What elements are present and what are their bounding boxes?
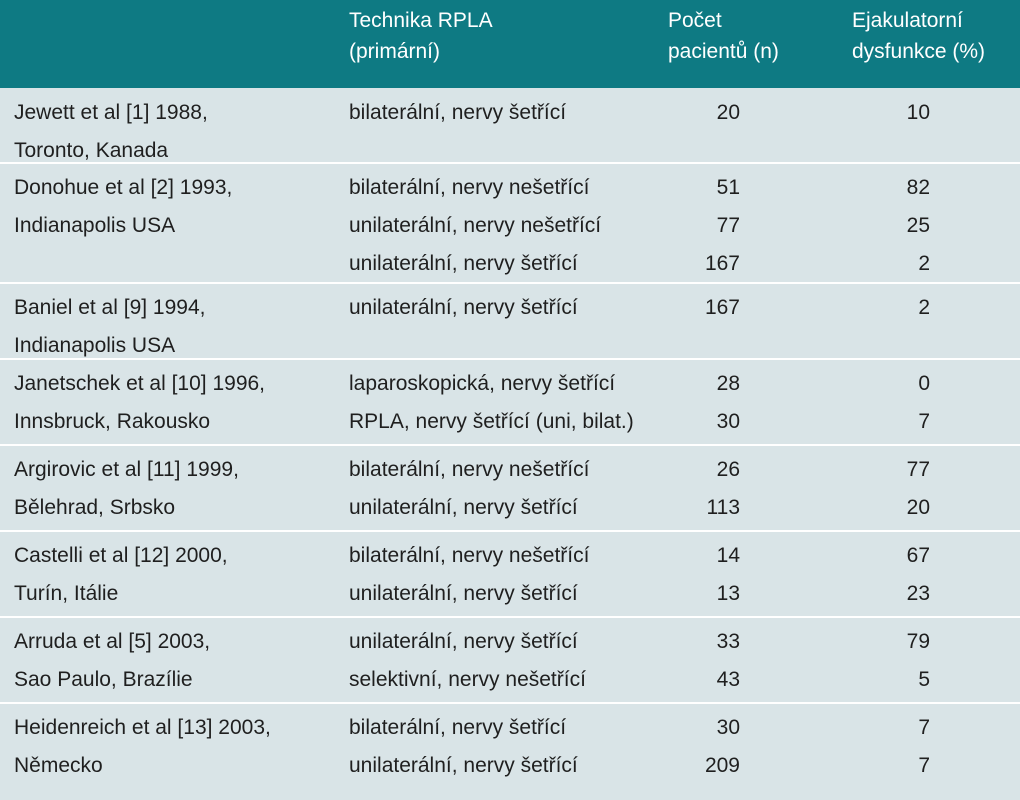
patients-cell-line: 167 xyxy=(704,252,740,275)
patients-cell: 28 30 xyxy=(640,365,740,441)
technique-cell-line: RPLA, nervy šetřící (uni, bilat.) xyxy=(349,410,634,433)
technique-cell-line: bilaterální, nervy šetřící xyxy=(349,716,567,739)
dysfunction-cell: 77 20 xyxy=(840,451,930,527)
technique-cell: bilaterální, nervy nešetřící unilaterální… xyxy=(349,537,589,613)
patients-cell: 33 43 xyxy=(640,623,740,699)
study-cell: Castelli et al [12] 2000, Turín, Itálie xyxy=(14,544,228,605)
technique-cell: bilaterální, nervy šetřící xyxy=(349,94,566,132)
table-row: Janetschek et al [10] 1996, Innsbruck, R… xyxy=(0,360,1020,446)
technique-cell-line: unilaterální, nervy šetřící xyxy=(349,296,578,319)
patients-cell: 14 13 xyxy=(640,537,740,613)
table-header: Technika RPLA (primární) Počet pacientů … xyxy=(0,0,1020,88)
patients-cell-line: 30 xyxy=(716,716,740,739)
study-cell: Arruda et al [5] 2003, Sao Paulo, Brazíl… xyxy=(14,630,211,691)
dysfunction-cell-line: 79 xyxy=(906,630,930,653)
dysfunction-cell-line: 7 xyxy=(918,410,930,433)
table-row: Argirovic et al [11] 1999, Bělehrad, Srb… xyxy=(0,446,1020,532)
study-cell: Janetschek et al [10] 1996, Innsbruck, R… xyxy=(14,372,266,433)
table-row: Heidenreich et al [13] 2003, Německo bila… xyxy=(0,704,1020,790)
technique-cell-line: bilaterální, nervy nešetřící xyxy=(349,544,590,567)
dysfunction-cell: 82 25 2 xyxy=(840,169,930,283)
technique-cell-line: bilaterální, nervy nešetřící xyxy=(349,458,590,481)
dysfunction-cell-line: 10 xyxy=(906,101,930,124)
patients-cell-line: 20 xyxy=(716,101,740,124)
dysfunction-cell-line: 20 xyxy=(906,496,930,519)
dysfunction-cell-line: 5 xyxy=(918,668,930,691)
patients-cell: 20 xyxy=(640,94,740,132)
study-cell: Jewett et al [1] 1988, Toronto, Kanada xyxy=(14,101,208,162)
patients-cell-line: 33 xyxy=(716,630,740,653)
technique-cell: bilaterální, nervy nešetřící unilaterální… xyxy=(349,169,601,283)
study-cell: Heidenreich et al [13] 2003, Německo xyxy=(14,716,271,777)
header-dysfunction: Ejakulatorní dysfunkce (%) xyxy=(852,9,986,63)
study-cell: Donohue et al [2] 1993, Indianapolis USA xyxy=(14,176,233,237)
technique-cell: bilaterální, nervy nešetřící unilaterální… xyxy=(349,451,589,527)
technique-cell-line: unilaterální, nervy šetřící xyxy=(349,630,578,653)
dysfunction-cell-line: 2 xyxy=(918,296,930,319)
patients-cell: 26 113 xyxy=(640,451,740,527)
patients-cell-line: 14 xyxy=(716,544,740,567)
technique-cell-line: laparoskopická, nervy šetřící xyxy=(349,372,616,395)
dysfunction-cell-line: 2 xyxy=(918,252,930,275)
table-row: Arruda et al [5] 2003, Sao Paulo, Brazíl… xyxy=(0,618,1020,704)
patients-cell-line: 26 xyxy=(716,458,740,481)
technique-cell-line: unilaterální, nervy šetřící xyxy=(349,496,578,519)
table-row: Jewett et al [1] 1988, Toronto, Kanada bi… xyxy=(0,89,1020,164)
dysfunction-cell-line: 23 xyxy=(906,582,930,605)
dysfunction-cell-line: 77 xyxy=(906,458,930,481)
technique-cell-line: unilaterální, nervy šetřící xyxy=(349,252,578,275)
dysfunction-cell-line: 7 xyxy=(918,754,930,777)
dysfunction-cell-line: 82 xyxy=(906,176,930,199)
patients-cell-line: 13 xyxy=(716,582,740,605)
dysfunction-cell-line: 67 xyxy=(906,544,930,567)
patients-cell: 167 xyxy=(640,289,740,327)
dysfunction-cell: 67 23 xyxy=(840,537,930,613)
technique-cell-line: unilaterální, nervy nešetřící xyxy=(349,214,602,237)
technique-cell-line: unilaterální, nervy šetřící xyxy=(349,754,578,777)
patients-cell-line: 77 xyxy=(716,214,740,237)
patients-cell-line: 30 xyxy=(716,410,740,433)
technique-cell: unilaterální, nervy šetřící xyxy=(349,289,578,327)
technique-cell: bilaterální, nervy šetřící unilaterální, … xyxy=(349,709,578,785)
dysfunction-cell-line: 25 xyxy=(906,214,930,237)
technique-cell: unilaterální, nervy šetřící selektivní, n… xyxy=(349,623,586,699)
technique-cell-line: bilaterální, nervy nešetřící xyxy=(349,176,590,199)
technique-cell: laparoskopická, nervy šetřící RPLA, nervy… xyxy=(349,365,634,441)
technique-cell-line: bilaterální, nervy šetřící xyxy=(349,101,567,124)
patients-cell-line: 51 xyxy=(716,176,740,199)
table-row: Castelli et al [12] 2000, Turín, Itálie b… xyxy=(0,532,1020,618)
dysfunction-cell: 2 xyxy=(840,289,930,327)
technique-cell-line: selektivní, nervy nešetřící xyxy=(349,668,586,691)
table-row: Baniel et al [9] 1994, Indianapolis USA u… xyxy=(0,284,1020,360)
patients-cell: 30 209 xyxy=(640,709,740,785)
study-cell: Argirovic et al [11] 1999, Bělehrad, Srb… xyxy=(14,458,239,519)
header-patients: Počet pacientů (n) xyxy=(668,9,779,63)
dysfunction-cell: 79 5 xyxy=(840,623,930,699)
technique-cell-line: unilaterální, nervy šetřící xyxy=(349,582,578,605)
patients-cell: 51 77 167 xyxy=(640,169,740,283)
study-cell: Baniel et al [9] 1994, Indianapolis USA xyxy=(14,296,206,357)
header-technique: Technika RPLA (primární) xyxy=(349,9,493,63)
dysfunction-cell: 10 xyxy=(840,94,930,132)
patients-cell-line: 113 xyxy=(706,496,740,519)
dysfunction-cell-line: 7 xyxy=(918,716,930,739)
patients-cell-line: 167 xyxy=(704,296,740,319)
patients-cell-line: 209 xyxy=(704,754,740,777)
patients-cell-line: 43 xyxy=(716,668,740,691)
table-row: Donohue et al [2] 1993, Indianapolis USA… xyxy=(0,164,1020,284)
dysfunction-cell-line: 0 xyxy=(918,372,930,395)
patients-cell-line: 28 xyxy=(716,372,740,395)
